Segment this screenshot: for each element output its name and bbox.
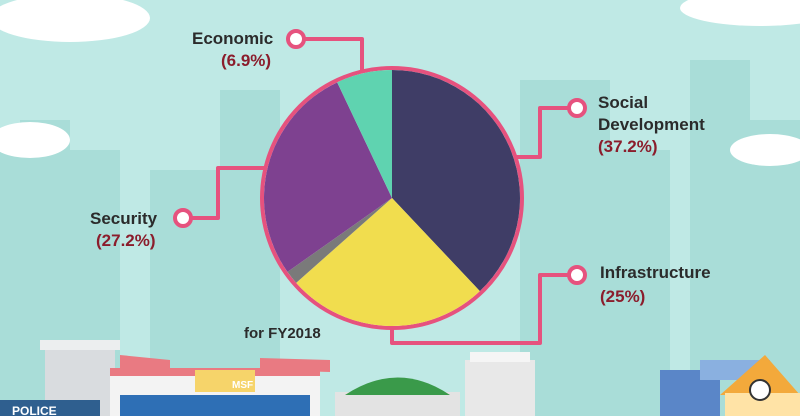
leader-line-security	[185, 166, 265, 220]
label-economic: Economic	[192, 29, 273, 48]
label-infrastructure: Infrastructure	[600, 263, 711, 282]
value-social: (37.2%)	[598, 137, 658, 156]
fy-annotation: for FY2018	[244, 325, 321, 342]
pie-slice-economic	[337, 70, 392, 198]
pie-slice-infra	[296, 198, 480, 326]
label-security: Security	[90, 209, 158, 228]
connector-dot-security	[173, 208, 193, 228]
value-security: (27.2%)	[96, 231, 156, 250]
label-social-line1: Social	[598, 93, 648, 112]
clouds	[0, 0, 800, 166]
pie-slice-security	[264, 82, 392, 272]
label-social: Social Development	[598, 93, 705, 134]
pie-slices	[264, 70, 520, 326]
pie-slice-other	[287, 198, 392, 283]
msf-sign: MSF	[232, 380, 253, 391]
leader-line-social	[516, 106, 577, 159]
connector-dot-social	[567, 98, 587, 118]
leader-line-economic	[298, 37, 364, 72]
value-economic: (6.9%)	[221, 51, 271, 70]
foreground-buildings: POLICE MSF	[0, 340, 800, 416]
value-infrastructure: (25%)	[600, 287, 645, 306]
leader-lines	[185, 37, 577, 345]
connector-dot-infrastructure	[567, 265, 587, 285]
connector-dot-economic	[286, 29, 306, 49]
connector-dots	[173, 29, 587, 285]
pie-slice-social	[392, 70, 520, 292]
police-sign: POLICE	[12, 404, 57, 416]
label-social-line2: Development	[598, 115, 705, 134]
leader-line-infrastructure	[390, 273, 577, 345]
